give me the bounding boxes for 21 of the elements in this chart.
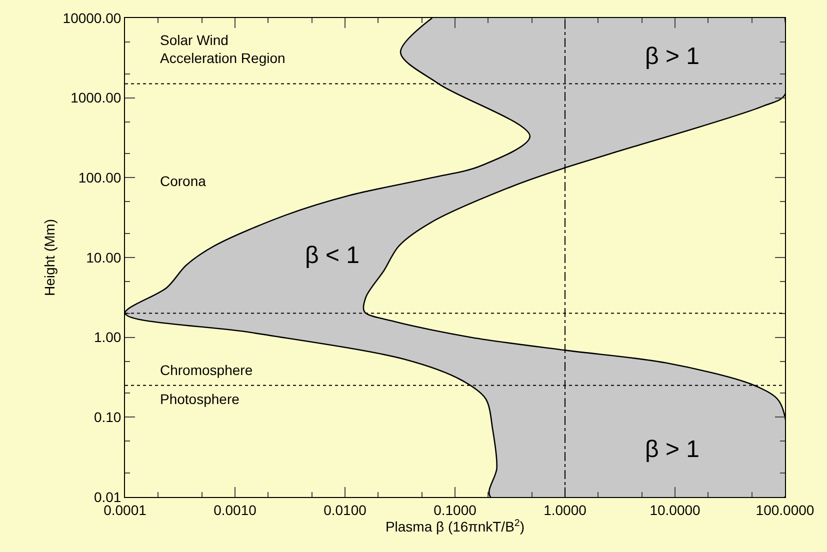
annotation: Photosphere: [160, 391, 240, 407]
y-tick-label: 0.10: [94, 409, 122, 426]
annotation: Solar Wind Acceleration Region: [160, 32, 286, 66]
annotation: β > 1: [645, 436, 700, 463]
annotation: Corona: [160, 173, 206, 189]
annotation: β < 1: [305, 242, 360, 269]
x-tick-label: 100.0000: [756, 502, 814, 518]
y-tick-label: 100.00: [78, 170, 122, 186]
y-tick-label: 10.00: [86, 249, 122, 266]
annotation: Chromosphere: [160, 362, 253, 378]
x-tick-label: 0.1000: [434, 502, 477, 518]
x-tick-label: 1.0000: [544, 502, 587, 518]
y-tick-label: 1000.00: [70, 90, 122, 106]
x-tick-label: 10.0000: [650, 502, 701, 518]
x-axis-title: Plasma β (16πnkT/B$^{2}$): [385, 518, 525, 535]
y-tick-label: 1.00: [94, 329, 122, 346]
annotation: β > 1: [645, 43, 700, 70]
y-tick-label: 10000.00: [62, 10, 122, 26]
x-tick-label: 0.0100: [324, 502, 367, 518]
y-axis-title: Height (Mm): [41, 218, 58, 296]
x-tick-label: 0.0010: [214, 502, 257, 518]
